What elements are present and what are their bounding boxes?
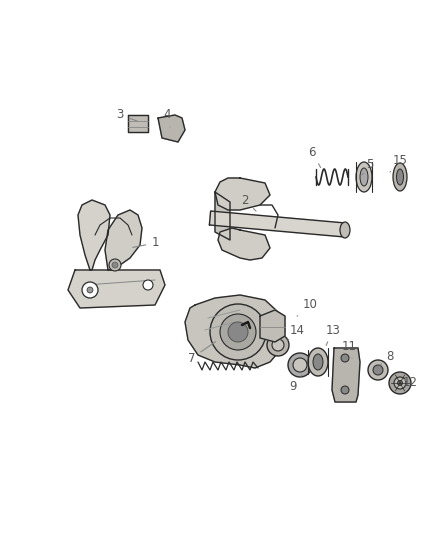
Text: 11: 11 [342,340,357,358]
Circle shape [82,282,98,298]
Ellipse shape [356,162,372,192]
Text: 14: 14 [288,324,304,340]
Ellipse shape [308,348,328,376]
Ellipse shape [368,360,388,380]
Polygon shape [158,115,185,142]
Text: 5: 5 [362,158,374,175]
Text: 2: 2 [241,193,256,211]
Text: 13: 13 [325,324,340,345]
Text: 6: 6 [308,146,321,167]
Circle shape [341,354,349,362]
Ellipse shape [293,358,307,372]
Text: 1: 1 [133,237,159,249]
Polygon shape [260,310,285,342]
Ellipse shape [288,353,312,377]
Ellipse shape [389,372,411,394]
Circle shape [109,259,121,271]
Polygon shape [128,115,148,132]
Circle shape [210,304,266,360]
Ellipse shape [393,163,407,191]
Circle shape [143,280,153,290]
Circle shape [220,314,256,350]
Ellipse shape [340,222,350,238]
Text: 3: 3 [117,109,138,122]
Polygon shape [218,228,270,260]
Ellipse shape [394,377,406,389]
Circle shape [341,386,349,394]
Text: 10: 10 [297,298,318,316]
Ellipse shape [360,168,368,186]
Polygon shape [185,295,285,368]
Ellipse shape [267,334,289,356]
Polygon shape [332,348,360,402]
Circle shape [87,287,93,293]
Text: 12: 12 [403,376,417,390]
Text: 9: 9 [289,375,302,393]
Polygon shape [105,210,142,270]
Ellipse shape [398,381,403,385]
Text: 7: 7 [188,342,216,365]
Text: 4: 4 [163,109,171,127]
Ellipse shape [313,354,323,370]
Ellipse shape [396,169,403,185]
Circle shape [112,262,118,268]
Polygon shape [78,200,110,270]
Ellipse shape [272,339,284,351]
Text: 8: 8 [380,350,394,365]
Ellipse shape [373,365,383,375]
Polygon shape [68,270,165,308]
Circle shape [228,322,248,342]
Polygon shape [215,178,270,210]
Polygon shape [215,192,230,240]
Text: 15: 15 [390,154,407,172]
Polygon shape [209,211,346,237]
